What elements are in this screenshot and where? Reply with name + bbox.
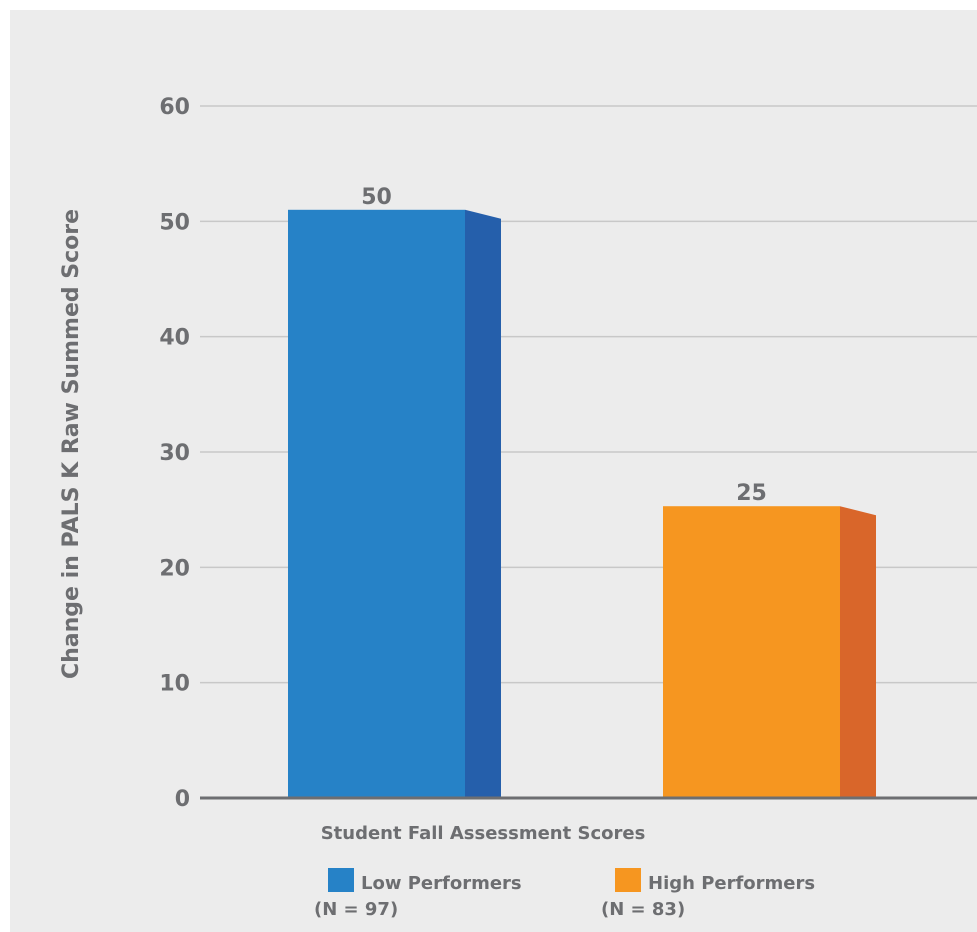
y-tick-label: 40 [159,326,190,351]
y-tick-label: 20 [159,556,190,581]
bar-low-performers [288,209,501,799]
y-tick-labels: 0 10 20 30 40 50 60 [159,95,190,812]
bar-front [288,209,465,799]
y-tick-label: 50 [159,210,190,235]
bars [288,209,876,799]
bar-side [465,209,501,799]
y-tick-label: 10 [159,672,190,697]
legend-item: High Performers (N = 83) [601,868,815,920]
bar-side [840,506,876,798]
chart-panel: 0 10 20 30 40 50 60 50 25 Student Fall Assessme… [10,10,977,932]
bar-chart: 0 10 20 30 40 50 60 50 25 Student Fall Assessme… [59,95,977,920]
legend-label: High Performers [648,873,815,894]
legend-swatch [615,868,641,892]
bar-front [663,506,840,798]
legend-sublabel: (N = 97) [314,899,398,920]
legend-item: Low Performers (N = 97) [314,868,522,920]
legend: Low Performers (N = 97) High Performers (N … [314,868,815,920]
data-label: 50 [361,185,392,210]
legend-sublabel: (N = 83) [601,899,685,920]
value-labels: 50 25 [361,185,767,506]
legend-swatch [328,868,354,892]
legend-label: Low Performers [361,873,522,894]
y-tick-label: 60 [159,95,190,120]
data-label: 25 [736,481,767,506]
y-tick-label: 30 [159,441,190,466]
y-tick-label: 0 [175,787,190,812]
bar-high-performers [663,506,876,798]
x-axis-title: Student Fall Assessment Scores [321,823,646,844]
y-axis-title: Change in PALS K Raw Summed Score [59,209,84,679]
